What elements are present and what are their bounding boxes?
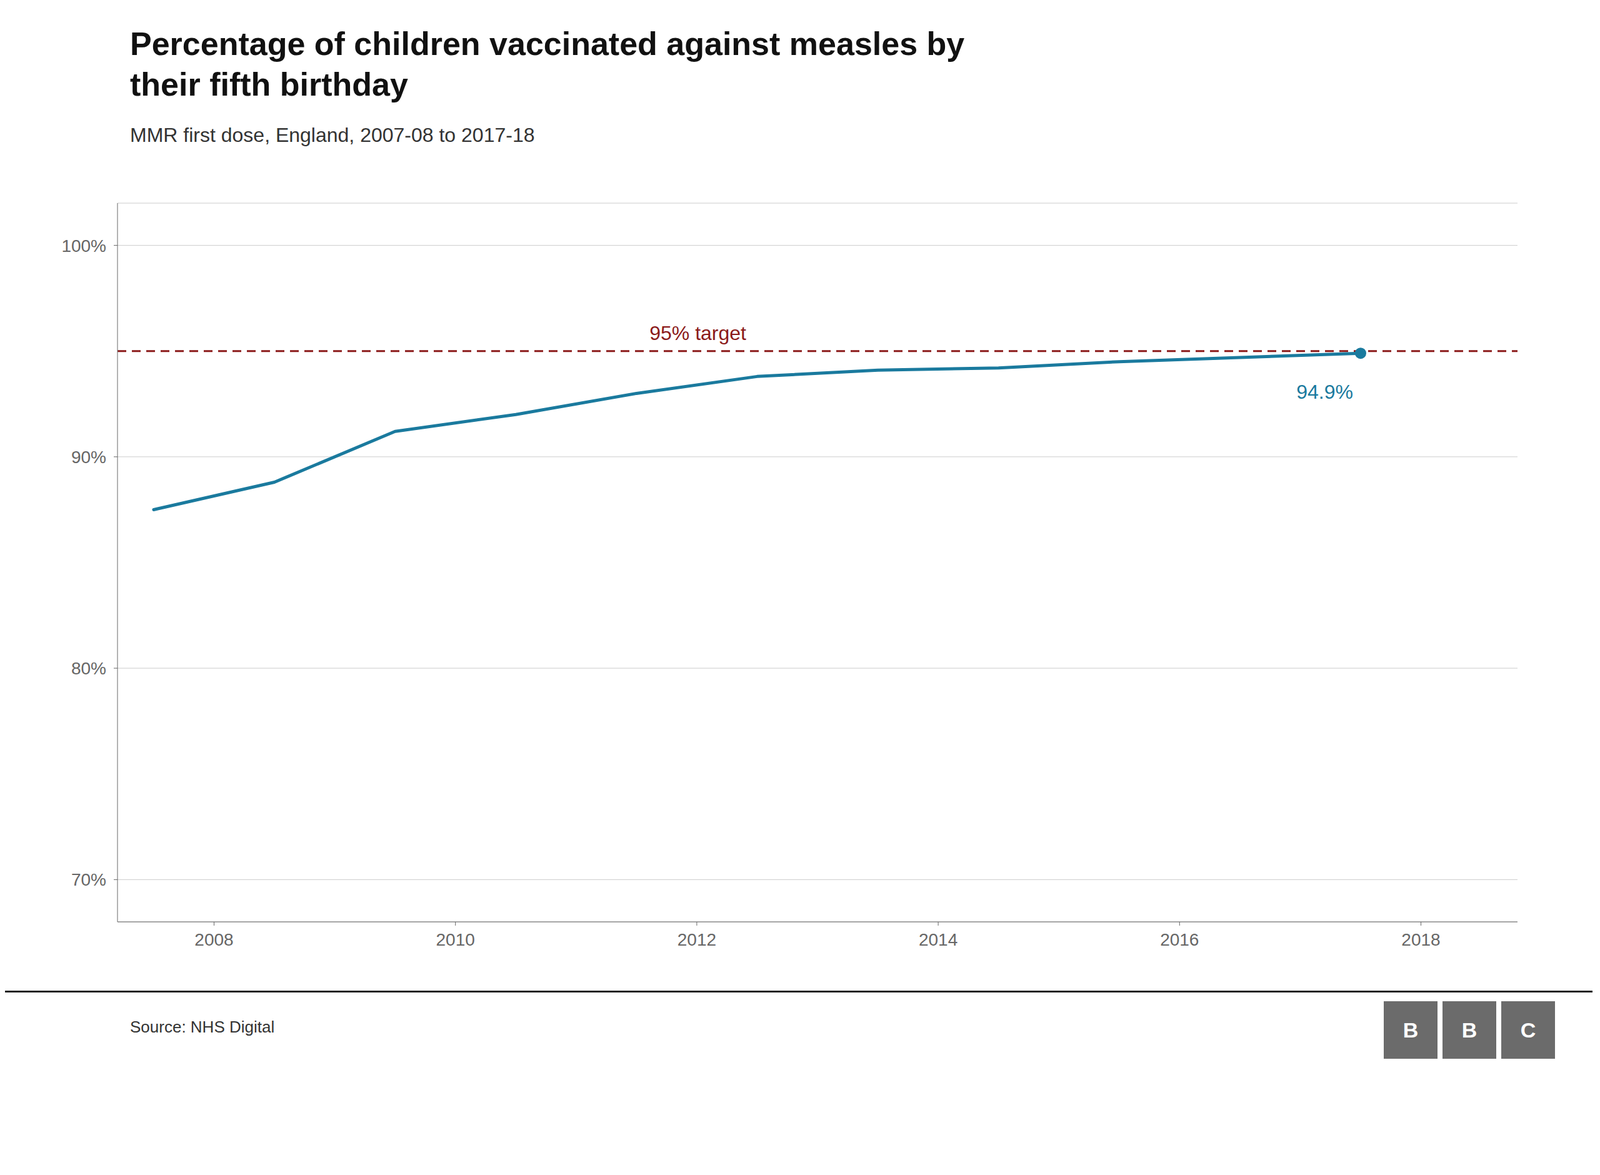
svg-text:2010: 2010 bbox=[436, 930, 475, 950]
html-text:B: B bbox=[1461, 1017, 1478, 1042]
svg-text:2008: 2008 bbox=[194, 930, 234, 950]
svg-text:80%: 80% bbox=[71, 658, 107, 679]
svg-text:2018: 2018 bbox=[1401, 930, 1440, 950]
html-text:Percentage of children vaccina: Percentage of children vaccinated agains… bbox=[130, 25, 965, 103]
svg-text:90%: 90% bbox=[71, 447, 107, 467]
html-text:MMR first dose, England, 2007-: MMR first dose, England, 2007-08 to 2017… bbox=[130, 123, 535, 147]
svg-text:95% target: 95% target bbox=[649, 321, 747, 345]
html-text:Source: NHS Digital: Source: NHS Digital bbox=[130, 1017, 275, 1037]
html-text:B: B bbox=[1402, 1017, 1419, 1042]
svg-text:2014: 2014 bbox=[918, 930, 958, 950]
svg-text:2012: 2012 bbox=[677, 930, 717, 950]
svg-text:100%: 100% bbox=[61, 236, 107, 256]
svg-text:94.9%: 94.9% bbox=[1296, 380, 1354, 404]
html-text:C: C bbox=[1520, 1017, 1536, 1042]
svg-text:70%: 70% bbox=[71, 870, 107, 890]
svg-text:2016: 2016 bbox=[1160, 930, 1199, 950]
